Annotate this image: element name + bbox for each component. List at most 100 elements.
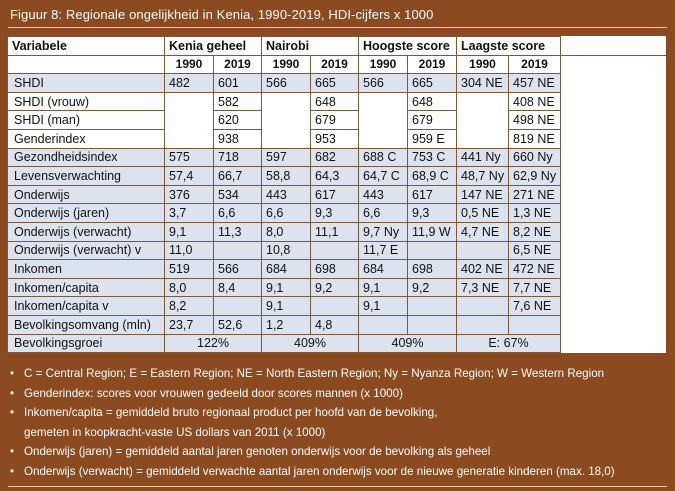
- hdi-table: Variabele Kenia geheel Nairobi Hoogste s…: [7, 36, 667, 354]
- table-cell: 9,1: [358, 277, 408, 298]
- footnote-continuation: gemeten in koopkracht-vaste US dollars v…: [24, 425, 326, 439]
- table-cell: 11,0: [164, 240, 214, 261]
- table-cell: 753 C: [407, 147, 457, 168]
- year-cell: 2019: [213, 54, 262, 75]
- table-cell: 6,6: [358, 203, 408, 223]
- table-cell: 679: [310, 110, 359, 130]
- table-cell: [358, 91, 408, 111]
- row-label: Inkomen/capita v: [7, 296, 165, 316]
- row-label: Bevolkingsomvang (mln): [7, 314, 165, 335]
- table-cell: 52,6: [213, 314, 262, 335]
- table-cell: 57,4: [164, 166, 214, 186]
- year-cell: 2019: [507, 54, 562, 75]
- table-cell: 8,4: [213, 277, 262, 298]
- footnote: • Inkomen/capita = gemiddeld bruto region…: [10, 403, 615, 423]
- header-variabele: Variabele: [7, 36, 165, 56]
- table-cell: 582: [213, 91, 262, 112]
- table-cell: 566: [213, 259, 262, 279]
- table-cell: 66,7: [213, 166, 262, 186]
- table-cell: 718: [213, 147, 262, 168]
- table-cell: [456, 128, 509, 149]
- table-cell: [407, 314, 457, 335]
- table-cell: [164, 110, 214, 130]
- table-cell: 660 Ny: [507, 147, 562, 168]
- table-cell: 9,2: [407, 277, 457, 298]
- table-cell: 4,7 NE: [456, 221, 509, 242]
- table-cell: [456, 314, 509, 335]
- row-spacer: [560, 315, 666, 334]
- row-label: Genderindex: [7, 128, 165, 149]
- row-spacer: [560, 166, 666, 186]
- table-cell: [261, 128, 311, 149]
- table-cell: 648: [310, 91, 359, 112]
- table-cell: 11,9 W: [407, 221, 457, 242]
- row-label: Onderwijs (verwacht) v: [7, 240, 165, 261]
- table-cell: 7,6 NE: [507, 296, 562, 316]
- table-cell: 23,7: [164, 314, 214, 335]
- figure-title: Figuur 8: Regionale ongelijkheid in Keni…: [10, 7, 434, 22]
- row-spacer: [560, 73, 666, 93]
- table-cell: 9,7 Ny: [358, 221, 408, 242]
- table-cell: 11,7 E: [358, 240, 408, 261]
- table-row: SHDI 482 601 566 665 566 665 304 NE 457 NE: [7, 73, 666, 93]
- table-cell: 7,3 NE: [456, 277, 509, 298]
- footnote: • Onderwijs (verwacht) = gemiddeld verwac…: [10, 462, 615, 482]
- table-cell: 9,1: [164, 221, 214, 242]
- merged-cell: 409%: [358, 333, 457, 354]
- row-spacer: [560, 334, 666, 353]
- table-cell: 566: [358, 73, 408, 93]
- row-label: Onderwijs (jaren): [7, 203, 165, 223]
- table-cell: [358, 110, 408, 130]
- year-cell: 2019: [407, 54, 457, 75]
- header-row: Variabele Kenia geheel Nairobi Hoogste s…: [7, 36, 666, 56]
- table-cell: 1,2: [261, 314, 311, 335]
- table-cell: 9,1: [261, 277, 311, 298]
- year-row: 1990 2019 1990 2019 1990 2019 1990 2019: [7, 54, 666, 75]
- table-cell: 402 NE: [456, 259, 509, 279]
- table-row: Inkomen/capita v 8,2 9,1 9,1 7,6 NE: [7, 296, 666, 316]
- table-cell: [358, 128, 408, 149]
- footnote: • Genderindex: scores voor vrouwen gedeel…: [10, 384, 615, 404]
- table-cell: 9,1: [358, 296, 408, 316]
- table-cell: 8,2 NE: [507, 221, 562, 242]
- table-cell: 472 NE: [507, 259, 562, 279]
- year-cell: 1990: [358, 54, 408, 75]
- table-cell: [164, 128, 214, 149]
- footnote: • Onderwijs (jaren) = gemiddeld aantal ja…: [10, 442, 615, 462]
- table-cell: [456, 110, 509, 130]
- row-spacer: [560, 129, 666, 149]
- year-cell: 2019: [310, 54, 359, 75]
- row-label: SHDI (man): [7, 110, 165, 130]
- merged-cell: E: 67%: [455, 333, 562, 354]
- row-spacer: [560, 92, 666, 111]
- table-cell: 8,0: [164, 277, 214, 298]
- table-row: Onderwijs 376 534 443 617 443 617 147 NE 271 NE: [7, 184, 666, 205]
- table-cell: [310, 240, 359, 261]
- row-spacer: [560, 222, 666, 242]
- table-cell: 376: [164, 184, 214, 205]
- merged-cell: 409%: [261, 333, 359, 354]
- row-label: Onderwijs (verwacht): [7, 221, 165, 242]
- table-cell: 443: [358, 184, 408, 205]
- bullet-icon: •: [10, 386, 15, 400]
- table-cell: [261, 110, 311, 130]
- table-cell: 566: [261, 73, 311, 93]
- year-cell: 1990: [456, 54, 509, 75]
- table-cell: 665: [310, 73, 359, 93]
- table-row: SHDI (man) 620 679 679 498 NE: [7, 110, 666, 130]
- table-cell: [213, 296, 262, 316]
- table-cell: [456, 296, 509, 316]
- table-cell: [456, 240, 509, 261]
- table-cell: 9,3: [407, 203, 457, 223]
- header-spacer: [560, 36, 666, 56]
- table-row: Gezondheidsindex 575 718 597 682 688 C 753 C 44…: [7, 147, 666, 168]
- table-cell: 6,6: [213, 203, 262, 223]
- table-cell: [310, 296, 359, 316]
- table-cell: 9,1: [261, 296, 311, 316]
- table-cell: 601: [213, 73, 262, 93]
- table-cell: 441 Ny: [456, 147, 509, 168]
- table-cell: 64,7 C: [358, 166, 408, 186]
- table-cell: 10,8: [261, 240, 311, 261]
- table-cell: [358, 314, 408, 335]
- table-row: Inkomen/capita 8,0 8,4 9,1 9,2 9,1 9,2 7,3 NE 7,…: [7, 277, 666, 298]
